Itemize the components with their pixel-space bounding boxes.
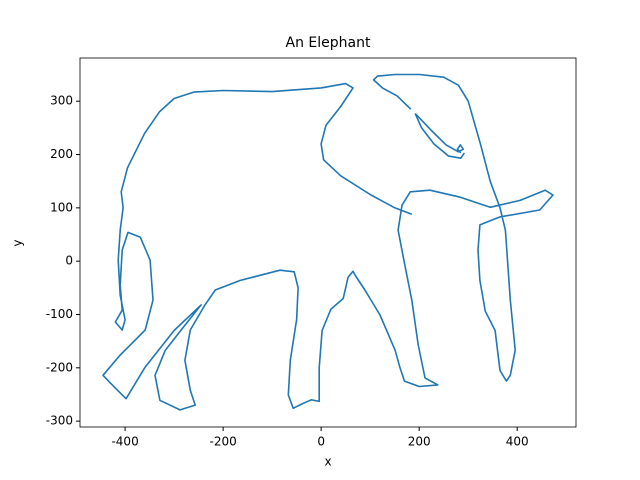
y-tick-label: -200 bbox=[46, 360, 73, 374]
x-tick-label: -400 bbox=[111, 435, 138, 449]
chart-title: An Elephant bbox=[286, 35, 371, 51]
x-tick-label: 400 bbox=[506, 435, 529, 449]
y-tick-label: 300 bbox=[50, 94, 73, 108]
y-tick-label: 0 bbox=[65, 254, 73, 268]
x-axis-label: x bbox=[324, 455, 331, 469]
x-tick-label: 0 bbox=[317, 435, 325, 449]
y-axis-label: y bbox=[11, 239, 25, 246]
x-tick-label: -200 bbox=[209, 435, 236, 449]
y-tick-label: 200 bbox=[50, 147, 73, 161]
line bbox=[102, 73, 554, 411]
x-tick-label: 200 bbox=[408, 435, 431, 449]
plot-frame bbox=[79, 57, 577, 428]
y-tick-label: -100 bbox=[46, 307, 73, 321]
y-tick-label: 100 bbox=[50, 200, 73, 214]
y-tick-label: -300 bbox=[46, 414, 73, 428]
